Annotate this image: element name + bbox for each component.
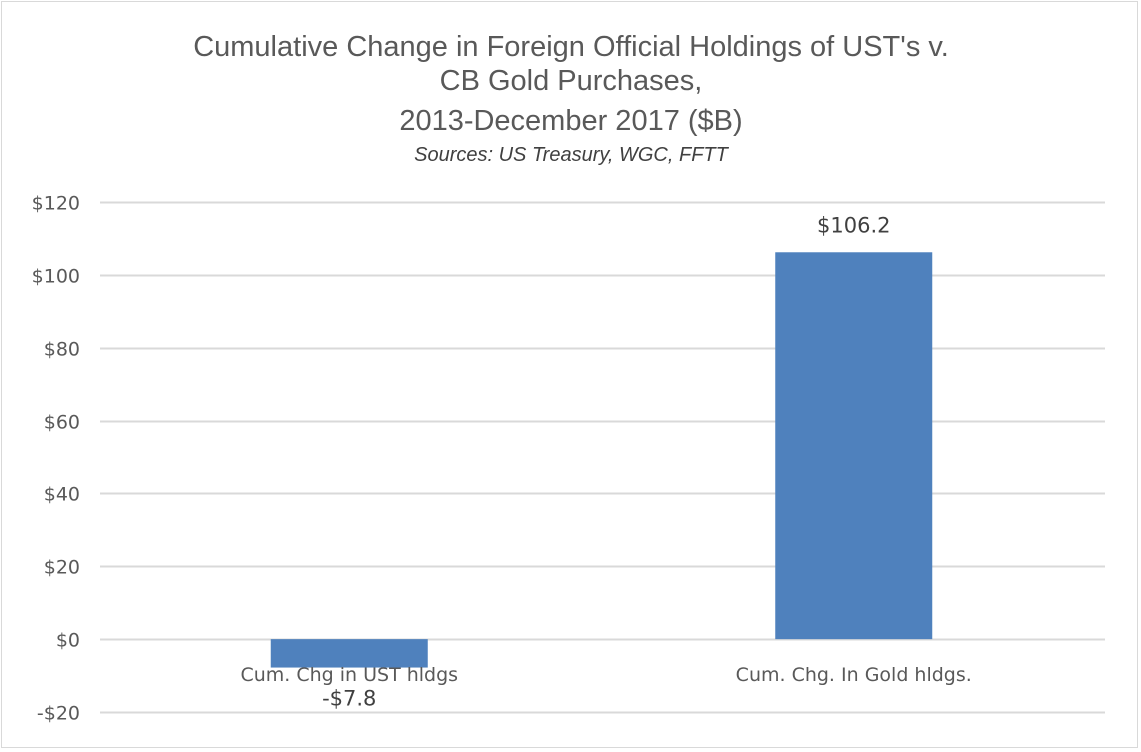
bars <box>270 252 933 668</box>
y-axis-tick-labels: $120 $100 $80 $60 $40 $20 $0 -$20 <box>32 193 80 725</box>
y-tick-label: $20 <box>44 557 80 579</box>
chart-title: Cumulative Change in Foreign Official Ho… <box>193 31 949 137</box>
chart-title-line-2: CB Gold Purchases, <box>440 65 703 97</box>
y-tick-label: $120 <box>32 193 80 215</box>
chart-title-line-3: 2013-December 2017 ($B) <box>399 105 742 137</box>
y-tick-label: $0 <box>56 630 80 652</box>
chart-subtitle: Sources: US Treasury, WGC, FFTT <box>414 144 730 166</box>
bar <box>270 639 428 668</box>
y-tick-label: $60 <box>44 412 80 434</box>
data-label: -$7.8 <box>322 687 376 711</box>
bar <box>775 252 933 640</box>
labels: Cum. Chg in UST hldgs-$7.8 Cum. Chg. In G… <box>240 213 971 710</box>
x-category-label: Cum. Chg. In Gold hldgs. <box>736 664 972 686</box>
x-category-label: Cum. Chg in UST hldgs <box>240 664 458 686</box>
y-tick-label: $40 <box>44 484 80 506</box>
gridlines <box>100 201 1105 714</box>
chart-title-line-1: Cumulative Change in Foreign Official Ho… <box>193 31 949 63</box>
y-tick-label: $100 <box>32 266 80 288</box>
data-label: $106.2 <box>817 213 890 237</box>
y-tick-label: -$20 <box>37 703 80 725</box>
y-tick-label: $80 <box>44 339 80 361</box>
